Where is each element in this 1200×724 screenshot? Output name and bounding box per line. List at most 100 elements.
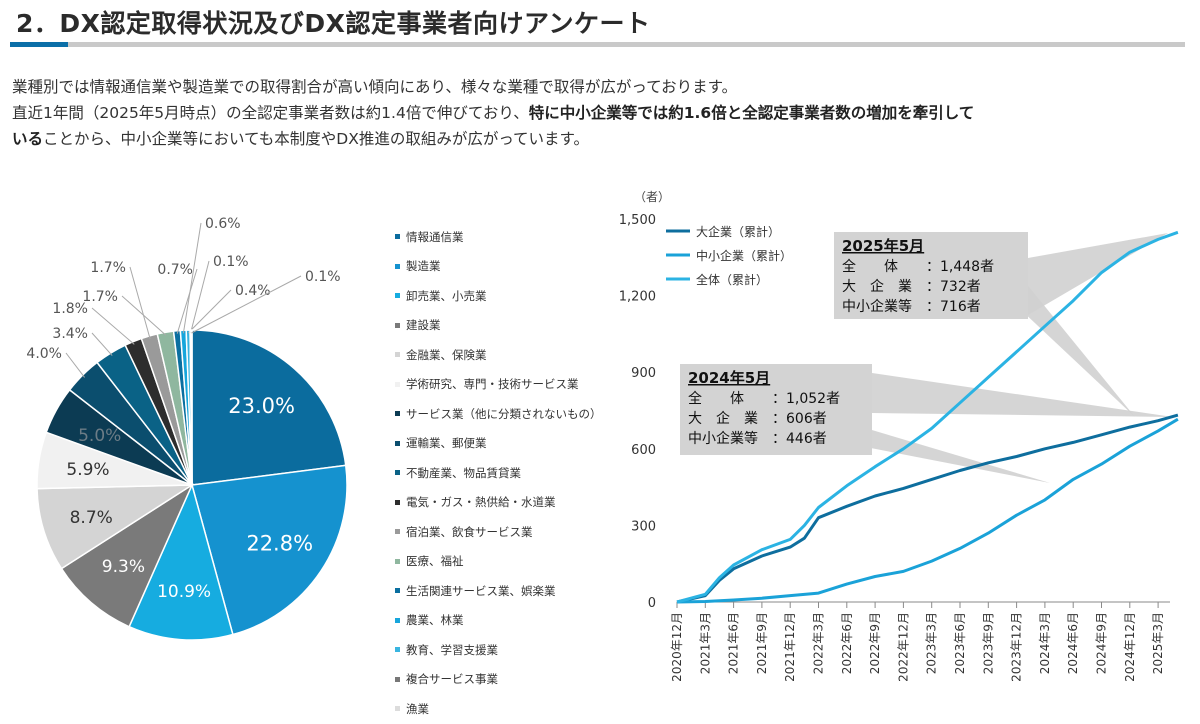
legend-item: 運輸業、郵便業 xyxy=(395,429,645,459)
pie-slice-label: 5.9% xyxy=(66,460,109,480)
callout-row-label: 全 体 xyxy=(688,390,744,407)
callout-title: 2025年5月 xyxy=(842,237,924,255)
legend-item: 農業、林業 xyxy=(395,606,645,636)
pie-slice xyxy=(60,483,194,628)
pie-slice-label: 23.0% xyxy=(228,394,295,418)
callout-row-value: 716者 xyxy=(940,299,981,315)
x-tick-label: 2024年12月 xyxy=(1123,612,1137,682)
legend-label: 生活関連サービス業、娯楽業 xyxy=(406,583,556,598)
legend-label: 医療、福祉 xyxy=(406,554,464,569)
callout-row-value: 446者 xyxy=(786,431,827,447)
callout-row-value: 1,052者 xyxy=(786,391,840,407)
pie-slice-label: 4.0% xyxy=(26,346,62,362)
x-tick-label: 2020年12月 xyxy=(670,612,684,682)
legend-swatch xyxy=(395,558,400,564)
y-tick-label: 600 xyxy=(631,443,656,458)
pie-leader-line xyxy=(91,332,113,356)
legend-swatch xyxy=(395,352,400,358)
legend-swatch xyxy=(395,588,400,594)
legend-item: 情報通信業 xyxy=(395,222,645,252)
pie-slice-label: 1.8% xyxy=(52,301,88,317)
legend-swatch xyxy=(395,381,400,387)
legend-swatch xyxy=(395,676,400,682)
pie-leader-line xyxy=(187,289,232,334)
pie-leader-line xyxy=(182,222,202,334)
series-line xyxy=(676,230,1179,604)
x-tick-label: 2022年6月 xyxy=(840,612,854,674)
callout-row-label: 大 企 業 xyxy=(688,410,758,427)
legend-swatch xyxy=(395,647,400,653)
title-underline xyxy=(10,42,1185,47)
legend-swatch xyxy=(395,499,400,505)
legend-label: サービス業（他に分類されないもの） xyxy=(406,406,602,421)
legend-item: 電気・ガス・熱供給・水道業 xyxy=(395,488,645,518)
pie-slice-label: 10.9% xyxy=(157,582,211,602)
legend-swatch xyxy=(395,263,400,269)
x-tick-label: 2024年6月 xyxy=(1066,612,1080,674)
callout-pointer-2024 xyxy=(845,422,1050,483)
x-tick-label: 2021年3月 xyxy=(698,612,712,674)
legend-label: 教育、学習支援業 xyxy=(406,642,498,657)
pie-slice xyxy=(36,484,195,570)
summary-line-3-plain: ことから、中小企業等においても本制度やDX推進の取組みが広がっています。 xyxy=(43,130,590,148)
summary-line-3-bold: いる xyxy=(12,130,44,148)
legend-label: 金融業、保険業 xyxy=(406,347,487,362)
pie-leader-line xyxy=(121,295,167,336)
legend-swatch xyxy=(395,529,400,535)
legend-label: 電気・ガス・熱供給・水道業 xyxy=(406,495,556,510)
legend-item: サービス業（他に分類されないもの） xyxy=(395,399,645,429)
pie-slice-label: 0.1% xyxy=(305,269,341,285)
summary-line-1: 業種別では情報通信業や製造業での取得割合が高い傾向にあり、様々な業種で取得が広が… xyxy=(12,78,738,96)
legend-label: 複合サービス事業 xyxy=(406,672,498,687)
legend-item: 卸売業、小売業 xyxy=(395,281,645,311)
legend-label: 製造業 xyxy=(406,259,441,274)
pie-slice-label: 5.0% xyxy=(78,426,121,446)
pie-slice-label: 0.1% xyxy=(213,254,249,270)
x-tick-label: 2025年3月 xyxy=(1151,612,1165,674)
legend-swatch xyxy=(395,293,400,299)
pie-leader-line xyxy=(190,260,210,334)
callout-row-label: 大 企 業 xyxy=(842,278,912,295)
legend-swatch xyxy=(395,617,400,623)
pie-slice xyxy=(190,329,193,486)
summary-line-2: 直近1年間（2025年5月時点）の全認定事業者数は約1.4倍で伸びており、特に中… xyxy=(12,100,1187,126)
pie-leader-line xyxy=(91,307,135,345)
legend-label: 学術研究、専門・技術サービス業 xyxy=(406,377,579,392)
x-tick-label: 2023年12月 xyxy=(1010,612,1024,682)
summary-line-2-bold: 特に中小企業等では約1.6倍と全認定事業者数の増加を牽引して xyxy=(528,104,975,122)
legend-item: 金融業、保険業 xyxy=(395,340,645,370)
legend-label: 中小企業（累計） xyxy=(696,248,792,263)
legend-item: 医療、福祉 xyxy=(395,547,645,577)
summary-line-2-plain: 直近1年間（2025年5月時点）の全認定事業者数は約1.4倍で伸びており、 xyxy=(12,104,529,122)
y-tick-label: 300 xyxy=(631,519,656,534)
y-tick-label: 900 xyxy=(631,366,656,381)
pie-slice-label: 9.3% xyxy=(102,557,145,577)
callout-row-label: 全 体 xyxy=(842,258,898,275)
callout-row-sep: ： xyxy=(926,279,940,295)
summary-paragraph: 業種別では情報通信業や製造業での取得割合が高い傾向にあり、様々な業種で取得が広が… xyxy=(12,74,1187,152)
y-tick-label: 1,500 xyxy=(619,213,656,228)
callout-box xyxy=(834,232,1028,319)
legend-swatch xyxy=(395,440,400,446)
legend-item: 製造業 xyxy=(395,252,645,282)
legend-label: 宿泊業、飲食サービス業 xyxy=(406,524,533,539)
pie-leader-line xyxy=(129,266,151,340)
y-tick-label: 0 xyxy=(648,596,656,611)
pie-slice-label: 0.7% xyxy=(157,262,193,278)
pie-slice-label: 3.4% xyxy=(52,326,88,342)
y-tick-label: 1,200 xyxy=(619,290,656,305)
legend-swatch xyxy=(395,234,400,240)
legend-label: 卸売業、小売業 xyxy=(406,288,487,303)
series-line xyxy=(676,417,1179,604)
pie-slice-label: 1.7% xyxy=(90,260,126,276)
pie-slice xyxy=(191,464,348,636)
page-title: 2．DX認定取得状況及びDX認定事業者向けアンケート xyxy=(16,9,651,38)
x-tick-label: 2023年3月 xyxy=(925,612,939,674)
certified-count-line-chart: （者） 0 300 600 900 1,200 1,500 2020年12月 2021年3月 20… xyxy=(619,190,1179,682)
callout-row-label: 中小企業等 xyxy=(842,298,912,315)
callout-row-sep: ： xyxy=(772,411,786,427)
legend-swatch xyxy=(395,411,400,417)
x-tick-label: 2024年3月 xyxy=(1038,612,1052,674)
pie-slice xyxy=(191,329,347,486)
y-axis-unit: （者） xyxy=(634,190,670,204)
